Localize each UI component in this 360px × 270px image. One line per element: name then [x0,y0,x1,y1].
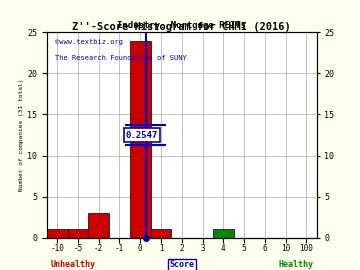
Title: Z''-Score Histogram for CHMI (2016): Z''-Score Histogram for CHMI (2016) [72,22,291,32]
Bar [68,230,88,238]
Text: Healthy: Healthy [278,260,313,269]
Bar [47,230,68,238]
Text: Industry: Mortgage REITs: Industry: Mortgage REITs [117,21,246,30]
Text: 0.2547: 0.2547 [126,130,158,140]
Text: Score: Score [169,260,194,269]
Bar [213,230,234,238]
Bar [130,40,150,238]
Bar [150,230,171,238]
Text: ©www.textbiz.org: ©www.textbiz.org [55,39,123,45]
Y-axis label: Number of companies (31 total): Number of companies (31 total) [19,79,24,191]
Text: Unhealthy: Unhealthy [50,260,95,269]
Text: The Research Foundation of SUNY: The Research Foundation of SUNY [55,55,186,61]
Bar [88,213,109,238]
